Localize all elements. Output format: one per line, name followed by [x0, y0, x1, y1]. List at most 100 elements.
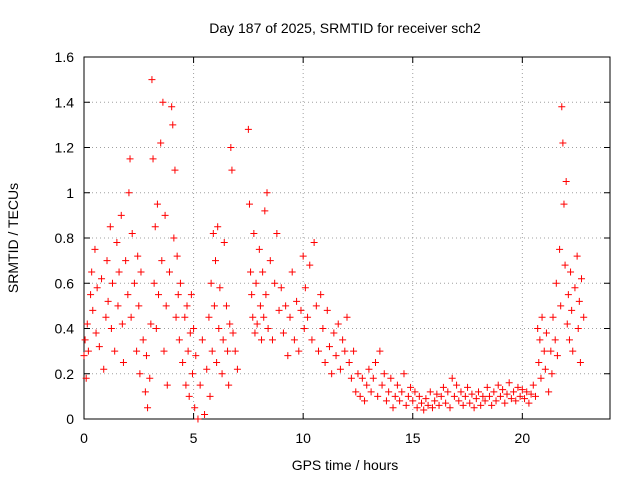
data-point: [261, 207, 269, 215]
data-point: [245, 200, 253, 208]
data-point: [133, 347, 141, 355]
data-point: [537, 374, 545, 382]
data-point: [247, 268, 255, 276]
data-point: [393, 381, 401, 389]
data-point: [190, 325, 198, 332]
data-point: [118, 320, 126, 328]
data-point: [343, 313, 351, 321]
data-point: [548, 370, 556, 378]
data-point: [264, 325, 272, 332]
data-point: [187, 291, 195, 299]
data-point: [376, 347, 384, 355]
y-tick-label: 1.4: [55, 94, 75, 110]
data-point: [290, 336, 298, 344]
data-point: [163, 381, 171, 389]
data-point: [433, 390, 441, 398]
data-point: [567, 268, 575, 276]
y-axis-label: SRMTID / TECUs: [5, 183, 21, 293]
data-point: [540, 347, 548, 355]
data-point: [496, 392, 504, 400]
data-point: [578, 275, 586, 283]
data-point: [330, 329, 338, 337]
data-point: [580, 313, 588, 321]
data-point: [361, 397, 369, 405]
data-point: [453, 381, 461, 389]
data-point: [575, 297, 583, 305]
data-point: [251, 329, 259, 337]
data-point: [117, 211, 125, 219]
data-point: [371, 358, 379, 366]
y-tick-label: 0.8: [55, 230, 75, 246]
data-point: [87, 291, 95, 299]
data-point: [475, 388, 482, 396]
data-point: [147, 320, 155, 328]
data-point: [315, 347, 323, 355]
data-point: [352, 388, 360, 396]
data-point: [380, 370, 388, 378]
data-point: [160, 347, 168, 355]
data-point: [185, 392, 193, 400]
data-point: [411, 388, 419, 396]
data-point: [82, 374, 90, 382]
data-point: [81, 336, 89, 344]
data-point: [363, 381, 371, 389]
data-point: [248, 291, 256, 299]
data-point: [155, 291, 163, 299]
data-point: [148, 76, 156, 84]
data-point: [563, 320, 571, 328]
data-point: [124, 291, 132, 299]
data-point: [215, 325, 223, 332]
data-point: [126, 155, 134, 163]
data-point: [514, 383, 522, 391]
y-tick-label: 0.2: [55, 366, 75, 382]
data-point: [176, 279, 184, 287]
data-point: [95, 343, 103, 351]
data-point: [455, 397, 463, 405]
data-point: [173, 252, 181, 260]
data-point: [162, 302, 170, 310]
data-point: [151, 223, 159, 231]
axis-ticks: 0 0.2 0.4 0.6 0.8 1 1.2 1.4 1.6 0 5 10 15 20: [55, 49, 610, 446]
data-point: [184, 347, 192, 355]
data-point: [367, 388, 375, 396]
data-point: [534, 325, 542, 332]
data-point: [93, 284, 101, 292]
data-point: [262, 291, 270, 299]
data-point: [521, 395, 529, 403]
data-point: [459, 401, 467, 409]
data-point: [102, 313, 110, 321]
data-point: [516, 392, 524, 400]
data-point: [558, 103, 566, 111]
data-point: [115, 268, 123, 276]
data-point: [389, 404, 397, 412]
data-point: [168, 103, 176, 111]
data-point: [259, 268, 267, 276]
data-point: [104, 297, 112, 305]
data-point: [527, 390, 535, 398]
data-point: [573, 252, 581, 260]
data-point: [512, 397, 520, 405]
data-point: [444, 388, 452, 396]
data-point: [492, 397, 500, 405]
data-point: [196, 381, 204, 389]
data-point: [378, 381, 386, 389]
data-point: [153, 200, 161, 208]
data-point: [439, 383, 447, 391]
data-point: [170, 234, 178, 242]
data-point: [571, 284, 579, 292]
y-tick-label: 0: [66, 411, 74, 427]
data-point: [250, 229, 258, 237]
data-point: [538, 313, 546, 321]
data-point: [122, 257, 130, 265]
data-point: [418, 399, 426, 407]
data-point: [387, 374, 395, 382]
data-point: [106, 223, 114, 231]
data-point: [205, 313, 213, 321]
data-point: [400, 370, 408, 378]
data-point: [284, 352, 292, 360]
data-point: [191, 404, 199, 412]
x-tick-label: 10: [295, 430, 311, 446]
data-point: [549, 313, 557, 321]
data-point: [103, 257, 111, 265]
